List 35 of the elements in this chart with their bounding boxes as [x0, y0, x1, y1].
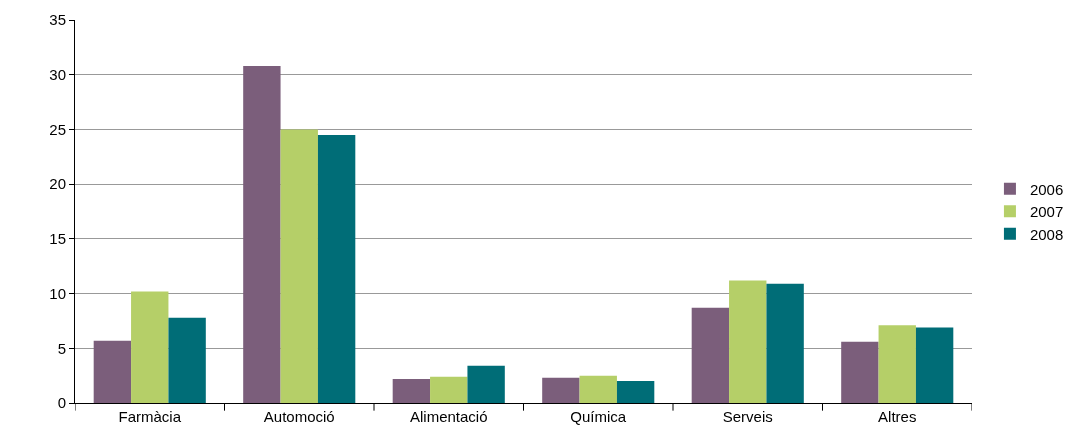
y-tick-label: 30	[49, 65, 66, 83]
bar	[579, 375, 617, 403]
bar	[467, 365, 505, 403]
x-tick-label: Automoció	[263, 408, 335, 425]
bar	[878, 325, 916, 403]
bar	[317, 134, 356, 403]
legend-label: 2008	[1029, 225, 1064, 243]
bar	[766, 283, 804, 403]
bar	[915, 327, 954, 403]
bar	[168, 317, 206, 403]
x-tick-label: Farmàcia	[118, 408, 182, 425]
y-tick-label: 35	[49, 11, 66, 29]
bar	[280, 129, 318, 403]
x-tick-label: Altres	[878, 408, 917, 425]
bar	[542, 377, 580, 403]
bar	[392, 378, 431, 403]
bar	[616, 381, 655, 403]
bar	[131, 291, 169, 403]
y-tick-label: 25	[49, 120, 66, 138]
y-tick-label: 15	[49, 230, 66, 248]
legend-label: 2006	[1029, 180, 1064, 198]
bar	[841, 341, 879, 403]
y-tick-label: 0	[57, 394, 66, 412]
bar	[729, 280, 767, 403]
legend-label: 2007	[1029, 203, 1064, 221]
bar	[430, 376, 468, 403]
x-tick-label: Alimentació	[409, 408, 488, 425]
x-tick-label: Química	[570, 408, 627, 425]
x-tick-label: Serveis	[722, 408, 773, 425]
bar	[243, 65, 281, 403]
y-tick-label: 10	[49, 284, 66, 302]
y-tick-label: 5	[57, 339, 66, 357]
y-tick-label: 20	[49, 175, 66, 193]
bar	[691, 307, 730, 403]
bar	[93, 340, 132, 403]
